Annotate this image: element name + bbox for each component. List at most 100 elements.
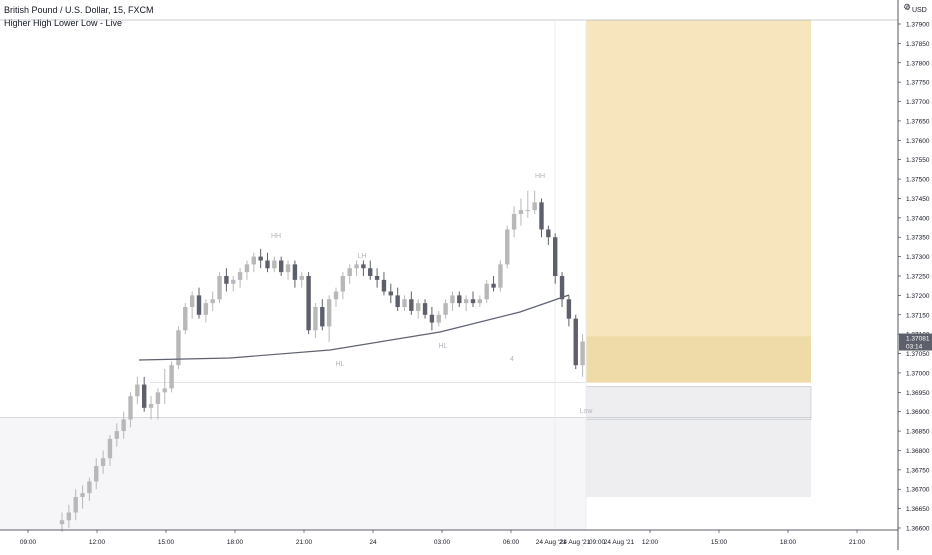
countdown-label: 03:14 <box>906 344 923 351</box>
pivot-label: Low <box>580 408 594 415</box>
pivot-label: 4 <box>510 356 514 363</box>
price-tick-label: 1.36800 <box>906 448 930 455</box>
candle-body <box>176 330 181 366</box>
time-tick-label: 12:00 <box>642 539 659 546</box>
candle-body <box>573 318 578 366</box>
stop-zone <box>586 386 811 497</box>
price-tick-label: 1.37200 <box>906 293 930 300</box>
time-tick-label: 21:00 <box>849 539 866 546</box>
candle-body <box>128 396 133 420</box>
price-tick-label: 1.37000 <box>906 370 930 377</box>
pivot-label: HL <box>336 361 345 368</box>
price-tick-label: 1.36650 <box>906 506 930 513</box>
price-tick-label: 1.37850 <box>906 41 930 48</box>
candle-body <box>73 496 78 513</box>
candle-body <box>320 307 325 327</box>
candle-body <box>402 299 407 308</box>
trend-curve <box>138 294 570 361</box>
price-tick-label: 1.37250 <box>906 274 930 281</box>
candle-body <box>189 295 195 308</box>
time-tick-label: 18:00 <box>780 539 797 546</box>
last-price-label: 1.37081 <box>906 336 930 343</box>
lower-zone <box>0 417 586 530</box>
price-tick-label: 1.37900 <box>906 22 930 29</box>
price-tick-label: 1.37400 <box>906 215 930 222</box>
candle-body <box>155 392 161 404</box>
candle-body <box>436 314 441 323</box>
candle-body <box>299 276 304 280</box>
time-tick-label: 24 <box>369 539 377 546</box>
candle-body <box>457 295 462 304</box>
candle-body <box>484 283 489 300</box>
candle-body <box>272 260 277 269</box>
time-tick-label: 18:00 <box>227 539 244 546</box>
crosshair-time-label: 24 Aug '21 <box>536 539 567 546</box>
candle-body <box>169 365 174 389</box>
candle-body <box>443 303 448 315</box>
candle-body <box>148 403 154 408</box>
price-tick-label: 1.36850 <box>906 429 930 436</box>
candle-body <box>258 256 263 261</box>
candle-body <box>59 520 65 525</box>
candle-body <box>395 295 400 308</box>
candle-body <box>100 458 106 466</box>
crosshair-time-label: 24 Aug '21 <box>560 539 591 546</box>
candle-body <box>498 264 503 288</box>
candle-body <box>107 438 113 459</box>
indicator-legend[interactable]: Higher High Lower Low - Live <box>4 18 123 28</box>
candle-body <box>162 388 167 393</box>
candle-body <box>80 493 85 497</box>
candle-body <box>559 276 565 300</box>
time-tick-label: 15:00 <box>158 539 175 546</box>
candle-body <box>210 299 215 304</box>
candle-body <box>361 264 366 269</box>
candle-body <box>183 307 188 331</box>
price-tick-label: 1.37300 <box>906 254 930 261</box>
time-tick-label: 09:00 <box>20 539 37 546</box>
pivot-label: HL <box>439 343 448 350</box>
candle-body <box>477 299 483 304</box>
price-tick-label: 1.37750 <box>906 80 930 87</box>
crosshair-time-label: 09:00 <box>589 539 606 546</box>
candle-body <box>217 276 222 300</box>
price-tick-label: 1.36750 <box>906 467 930 474</box>
price-tick-label: 1.37500 <box>906 177 930 184</box>
pivot-label: LH <box>358 253 367 260</box>
price-tick-label: 1.37600 <box>906 138 930 145</box>
pivot-label: HH <box>535 173 545 180</box>
candle-body <box>416 303 421 311</box>
price-tick-label: 1.37450 <box>906 196 930 203</box>
candle-body <box>368 268 373 276</box>
price-scale-zero: 0 <box>906 5 910 12</box>
candle-body <box>347 268 352 276</box>
candle-body <box>409 299 414 311</box>
candle-body <box>135 384 140 397</box>
candle-body <box>326 299 332 327</box>
candle-body <box>231 279 236 284</box>
candle-body <box>285 264 291 273</box>
symbol-legend[interactable]: British Pound / U.S. Dollar, 15, FXCM <box>4 5 154 15</box>
gear-icon[interactable]: ⚙ <box>903 3 912 13</box>
candle-body <box>340 276 346 292</box>
candle-body <box>224 276 229 284</box>
price-tick-label: 1.36900 <box>906 409 930 416</box>
candle-body <box>114 431 119 439</box>
candle-body <box>265 260 270 269</box>
candle-body <box>306 276 311 331</box>
candle-body <box>333 291 339 300</box>
candle-body <box>463 299 469 304</box>
candle-body <box>422 303 428 315</box>
candle-body <box>491 283 496 288</box>
candle-body <box>121 419 126 432</box>
price-tick-label: 1.37700 <box>906 99 930 106</box>
candle-body <box>388 291 393 296</box>
candle-body <box>511 213 517 230</box>
time-tick-label: 12:00 <box>89 539 106 546</box>
target-zone <box>586 20 811 337</box>
candle-body <box>292 264 298 280</box>
candle-body <box>374 276 380 280</box>
candle-body <box>546 229 551 238</box>
time-tick-label: 03:00 <box>434 539 451 546</box>
